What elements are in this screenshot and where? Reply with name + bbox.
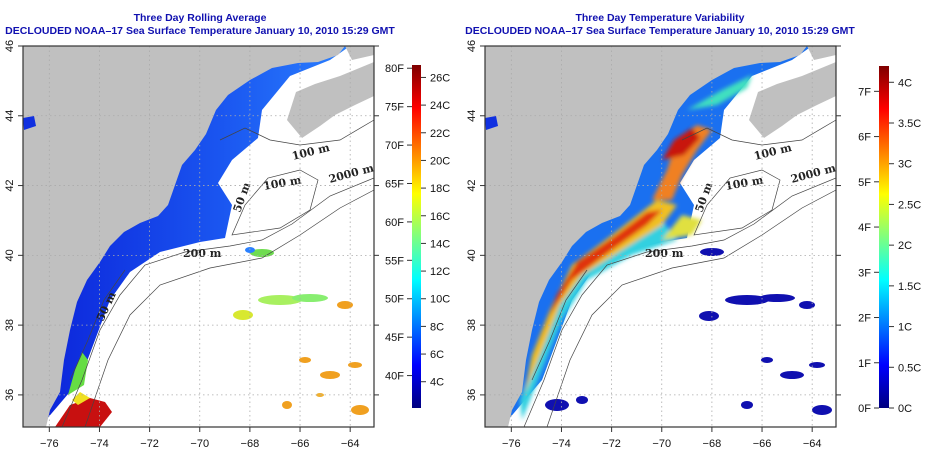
colorbar-label-f: 70F	[385, 140, 404, 152]
colorbar-label-f: 75F	[385, 102, 404, 114]
colorbar-label-f: 45F	[385, 332, 404, 344]
colorbar-label-c: 12C	[430, 266, 450, 278]
variability-offshore-patches	[545, 248, 832, 415]
colorbar-label-c: 26C	[430, 72, 450, 84]
colorbar-label-f: 2F	[858, 313, 871, 325]
colorbar-label-f: 0F	[858, 403, 871, 415]
colorbar-label-c: 3.5C	[898, 118, 921, 130]
colorbar-label-f: 80F	[385, 63, 404, 75]
lon-tick-label: −74	[552, 438, 571, 450]
lon-tick-label: −70	[190, 438, 209, 450]
colorbar-ticks: 4C 3.5C 3C 2.5C 2C 1.5C 1C 0.5C 0C 7F 6F 5F 4F 3F 2F 1F…	[858, 77, 921, 415]
map-frame	[484, 45, 837, 428]
colorbar-label-c: 2C	[898, 240, 912, 252]
lon-tick-label: −68	[241, 438, 260, 450]
sst-gulfstream	[55, 398, 112, 427]
colorbar-label-c: 0.5C	[898, 362, 921, 374]
colorbar-label-c: 14C	[430, 238, 450, 250]
lat-tick-label: 40	[466, 249, 478, 261]
colorbar-label-c: 18C	[430, 183, 450, 195]
contour-label: 200 m	[645, 247, 684, 260]
map-area[interactable]: 100 m 100 m 2000 m 50 m 200 m 50 m	[23, 46, 376, 427]
lat-tick-label: 40	[4, 249, 16, 261]
colorbar-label-c: 1.5C	[898, 281, 921, 293]
colorbar-label-f: 55F	[385, 255, 404, 267]
colorbar-label-c: 8C	[430, 321, 444, 333]
colorbar-label-f: 6F	[858, 132, 871, 144]
colorbar-label-f: 60F	[385, 217, 404, 229]
colorbar-label-c: 4C	[430, 377, 444, 389]
colorbar-label-f: 3F	[858, 267, 871, 279]
lon-tick-label: −66	[291, 438, 310, 450]
colorbar-label-f: 1F	[858, 358, 871, 370]
panel-title: Three Day Rolling Average	[134, 12, 267, 24]
colorbar-label-f: 65F	[385, 178, 404, 190]
lat-tick-label: 38	[466, 319, 478, 331]
colorbar-label-c: 24C	[430, 100, 450, 112]
colorbar-label-f: 4F	[858, 222, 871, 234]
panel-subtitle: DECLOUDED NOAA–17 Sea Surface Temperatur…	[5, 25, 395, 37]
lon-tick-label: −64	[803, 438, 822, 450]
lat-tick-label: 44	[466, 110, 478, 122]
axes: −76 −74 −72 −70 −68 −66 −64 36 38 40 42 44 46	[466, 40, 841, 450]
lat-tick-label: 42	[466, 179, 478, 191]
lon-tick-label: −76	[502, 438, 521, 450]
colorbar-label-c: 16C	[430, 211, 450, 223]
colorbar-label-f: 5F	[858, 177, 871, 189]
lat-tick-label: 46	[466, 40, 478, 52]
colorbar-label-f: 50F	[385, 294, 404, 306]
lat-tick-label: 42	[4, 179, 16, 191]
colorbar-ticks: 26C 24C 22C 20C 18C 16C 14C 12C 10C 8C 6C 4C 80F 75F 7…	[385, 63, 450, 388]
axes: −76 −74 −72 −70 −68 −66 −64 36 38 40 42 44 46	[4, 40, 379, 450]
colorbar-label-c: 20C	[430, 155, 450, 167]
lat-tick-label: 38	[4, 319, 16, 331]
land-mass	[23, 46, 374, 427]
panel-sst-average: Three Day Rolling Average DECLOUDED NOAA…	[4, 12, 450, 450]
colorbar	[412, 65, 421, 408]
panel-subtitle: DECLOUDED NOAA–17 Sea Surface Temperatur…	[465, 25, 855, 37]
bathymetry-contours	[61, 119, 374, 427]
colorbar-label-c: 3C	[898, 159, 912, 171]
map-frame	[22, 45, 375, 428]
gridlines	[485, 46, 836, 427]
lon-tick-label: −68	[703, 438, 722, 450]
gridlines	[23, 46, 374, 427]
lat-tick-label: 46	[4, 40, 16, 52]
lon-tick-label: −64	[341, 438, 360, 450]
lat-tick-label: 36	[466, 389, 478, 401]
colorbar-label-c: 2.5C	[898, 199, 921, 211]
colorbar-label-f: 40F	[385, 371, 404, 383]
colorbar-label-c: 22C	[430, 128, 450, 140]
map-area[interactable]: 100 m 100 m 2000 m 50 m 200 m	[485, 46, 838, 427]
sst-offshore-patches	[233, 247, 369, 415]
lat-tick-label: 36	[4, 389, 16, 401]
lon-tick-label: −66	[753, 438, 772, 450]
lon-tick-label: −74	[90, 438, 109, 450]
colorbar-label-c: 1C	[898, 322, 912, 334]
panel-temperature-variability: Three Day Temperature Variability DECLOU…	[465, 12, 921, 450]
colorbar	[879, 66, 889, 408]
colorbar-label-c: 10C	[430, 294, 450, 306]
colorbar-label-c: 6C	[430, 349, 444, 361]
colorbar-label-c: 0C	[898, 403, 912, 415]
lon-tick-label: −72	[140, 438, 159, 450]
contour-label: 200 m	[183, 247, 222, 260]
colorbar-label-c: 4C	[898, 77, 912, 89]
lon-tick-label: −76	[40, 438, 59, 450]
lon-tick-label: −70	[652, 438, 671, 450]
colorbar-label-f: 7F	[858, 86, 871, 98]
lon-tick-label: −72	[602, 438, 621, 450]
panel-title: Three Day Temperature Variability	[575, 12, 744, 24]
sst-warm-south	[68, 352, 88, 395]
lat-tick-label: 44	[4, 110, 16, 122]
